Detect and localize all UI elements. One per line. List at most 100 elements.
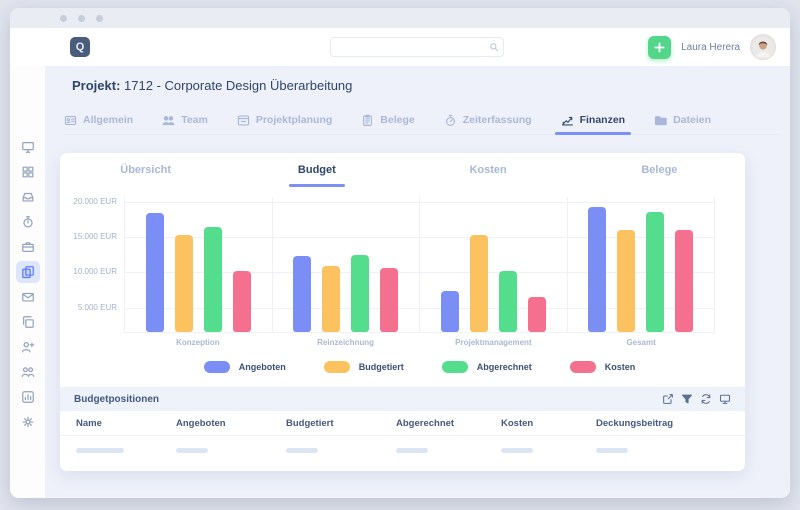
finance-tab-label: Budget bbox=[297, 164, 336, 176]
tab-allgemein[interactable]: Allgemein bbox=[64, 106, 133, 134]
tab-label: Projektplanung bbox=[255, 114, 333, 126]
column-header-deckungsbeitrag: Deckungsbeitrag bbox=[596, 417, 674, 429]
bar-group-reinzeichnung bbox=[273, 197, 420, 332]
gridline bbox=[125, 237, 715, 238]
sidebar-item-copy[interactable] bbox=[16, 311, 40, 333]
sidebar bbox=[10, 66, 46, 498]
content-area: Projekt: 1712 - Corporate Design Überarb… bbox=[10, 66, 790, 498]
sidebar-item-dashboard[interactable] bbox=[16, 161, 40, 183]
skeleton-cell bbox=[596, 448, 628, 453]
finance-card: Übersicht Budget Kosten Belege 5.000 EUR 10.… bbox=[60, 153, 745, 471]
bar-kosten-gesamt bbox=[675, 230, 694, 332]
finance-tab-belege[interactable]: Belege bbox=[574, 153, 745, 187]
legend-swatch bbox=[441, 361, 468, 373]
sidebar-item-people[interactable] bbox=[16, 361, 40, 383]
sidebar-item-chart-box[interactable] bbox=[16, 386, 40, 408]
legend-item-kosten[interactable]: Kosten bbox=[569, 361, 635, 373]
bar-budgetiert-projektmanagement bbox=[469, 235, 488, 332]
column-header-kosten: Kosten bbox=[501, 417, 534, 429]
tab-label: Belege bbox=[380, 114, 415, 126]
search-bar[interactable] bbox=[330, 37, 504, 57]
bar-abgerechnet-konzeption bbox=[203, 227, 222, 332]
tab-team[interactable]: Team bbox=[162, 106, 208, 134]
filter-icon[interactable] bbox=[681, 393, 693, 405]
folder-icon bbox=[654, 114, 667, 127]
sidebar-item-user-add[interactable] bbox=[16, 336, 40, 358]
skeleton-cell bbox=[76, 448, 124, 453]
refresh-icon[interactable] bbox=[700, 393, 712, 405]
tab-projektplanung[interactable]: Projektplanung bbox=[237, 106, 332, 134]
briefcase-icon bbox=[21, 240, 35, 254]
bar-kosten-reinzeichnung bbox=[380, 268, 399, 332]
tab-label: Dateien bbox=[673, 114, 712, 126]
sidebar-item-briefcase[interactable] bbox=[16, 236, 40, 258]
gridline bbox=[125, 272, 715, 274]
user-avatar[interactable] bbox=[750, 34, 776, 60]
clock-icon bbox=[21, 215, 35, 229]
sidebar-item-documents[interactable] bbox=[15, 261, 40, 283]
finance-chart-icon bbox=[561, 114, 574, 127]
finance-tab-bersicht[interactable]: Übersicht bbox=[60, 153, 231, 187]
finance-tab-label: Belege bbox=[641, 164, 678, 176]
x-axis-category-label: Konzeption bbox=[176, 338, 220, 347]
finance-tab-kosten[interactable]: Kosten bbox=[403, 153, 574, 187]
window-minimize-button[interactable] bbox=[78, 14, 85, 22]
skeleton-cell bbox=[286, 448, 318, 453]
legend-item-angeboten[interactable]: Angeboten bbox=[203, 361, 286, 373]
chart-box-icon bbox=[21, 390, 35, 404]
chart-plot-area: 5.000 EUR 10.000 EUR 15.000 EUR 20.000 EUR bbox=[73, 197, 715, 333]
bar-kosten-konzeption bbox=[232, 270, 251, 332]
finance-tab-budget[interactable]: Budget bbox=[231, 153, 402, 187]
sidebar-item-clock[interactable] bbox=[16, 211, 40, 233]
user-add-icon bbox=[21, 340, 35, 354]
y-axis-tick-label: 20.000 EUR bbox=[73, 196, 117, 206]
x-axis-category-label: Reinzeichnung bbox=[317, 338, 375, 347]
sidebar-item-monitor[interactable] bbox=[16, 136, 40, 158]
tab-belege[interactable]: Belege bbox=[361, 106, 415, 134]
legend-swatch bbox=[203, 361, 230, 373]
project-name: 1712 - Corporate Design Überarbeitung bbox=[124, 78, 353, 93]
tab-label: Allgemein bbox=[83, 114, 134, 126]
window-maximize-button[interactable] bbox=[96, 14, 103, 22]
documents-icon bbox=[21, 265, 35, 279]
bar-abgerechnet-gesamt bbox=[646, 211, 665, 332]
y-axis-tick-label: 10.000 EUR bbox=[73, 267, 117, 277]
bar-angeboten-gesamt bbox=[588, 206, 607, 332]
tab-zeiterfassung[interactable]: Zeiterfassung bbox=[444, 106, 532, 134]
x-axis-category-label: Gesamt bbox=[626, 338, 656, 347]
add-button[interactable] bbox=[648, 35, 672, 59]
bar-abgerechnet-reinzeichnung bbox=[351, 255, 370, 332]
tab-finanzen[interactable]: Finanzen bbox=[554, 106, 631, 135]
finance-tab-bar: Übersicht Budget Kosten Belege bbox=[60, 153, 745, 187]
copy-icon bbox=[21, 315, 35, 329]
x-axis-category-label: Projektmanagement bbox=[455, 338, 532, 347]
skeleton-cell bbox=[501, 448, 533, 453]
window-close-button[interactable] bbox=[60, 14, 67, 22]
y-axis-tick-label: 5.000 EUR bbox=[77, 302, 117, 312]
table-header-bar: Budgetpositionen bbox=[60, 387, 745, 411]
budget-chart: 5.000 EUR 10.000 EUR 15.000 EUR 20.000 EUR … bbox=[60, 187, 745, 373]
chart-legend: Angeboten Budgetiert Abgerechnet Kosten bbox=[124, 361, 715, 373]
monitor-icon[interactable] bbox=[719, 393, 731, 405]
column-header-abgerechnet: Abgerechnet bbox=[396, 417, 455, 429]
sidebar-item-gear[interactable] bbox=[16, 411, 40, 433]
app-header: Q Laura Herera bbox=[10, 28, 790, 66]
table-toolbar bbox=[662, 393, 731, 405]
tab-label: Zeiterfassung bbox=[462, 114, 532, 126]
page-title: Projekt: 1712 - Corporate Design Überarb… bbox=[72, 78, 352, 93]
sidebar-item-inbox[interactable] bbox=[16, 186, 40, 208]
bar-group-gesamt bbox=[568, 197, 715, 332]
sidebar-item-message[interactable] bbox=[16, 286, 40, 308]
clipboard-icon bbox=[361, 114, 374, 127]
bar-angeboten-reinzeichnung bbox=[293, 255, 312, 332]
gridline bbox=[125, 307, 715, 309]
table-column-headers: Name Angeboten Budgetiert Abgerechnet Kosten… bbox=[60, 411, 745, 436]
search-input[interactable] bbox=[331, 38, 489, 56]
tab-dateien[interactable]: Dateien bbox=[654, 106, 711, 134]
export-icon[interactable] bbox=[662, 393, 674, 405]
legend-item-abgerechnet[interactable]: Abgerechnet bbox=[441, 361, 532, 373]
legend-swatch bbox=[569, 361, 596, 373]
legend-item-budgetiert[interactable]: Budgetiert bbox=[323, 361, 404, 373]
bar-budgetiert-reinzeichnung bbox=[322, 266, 341, 332]
skeleton-cell bbox=[396, 448, 428, 453]
